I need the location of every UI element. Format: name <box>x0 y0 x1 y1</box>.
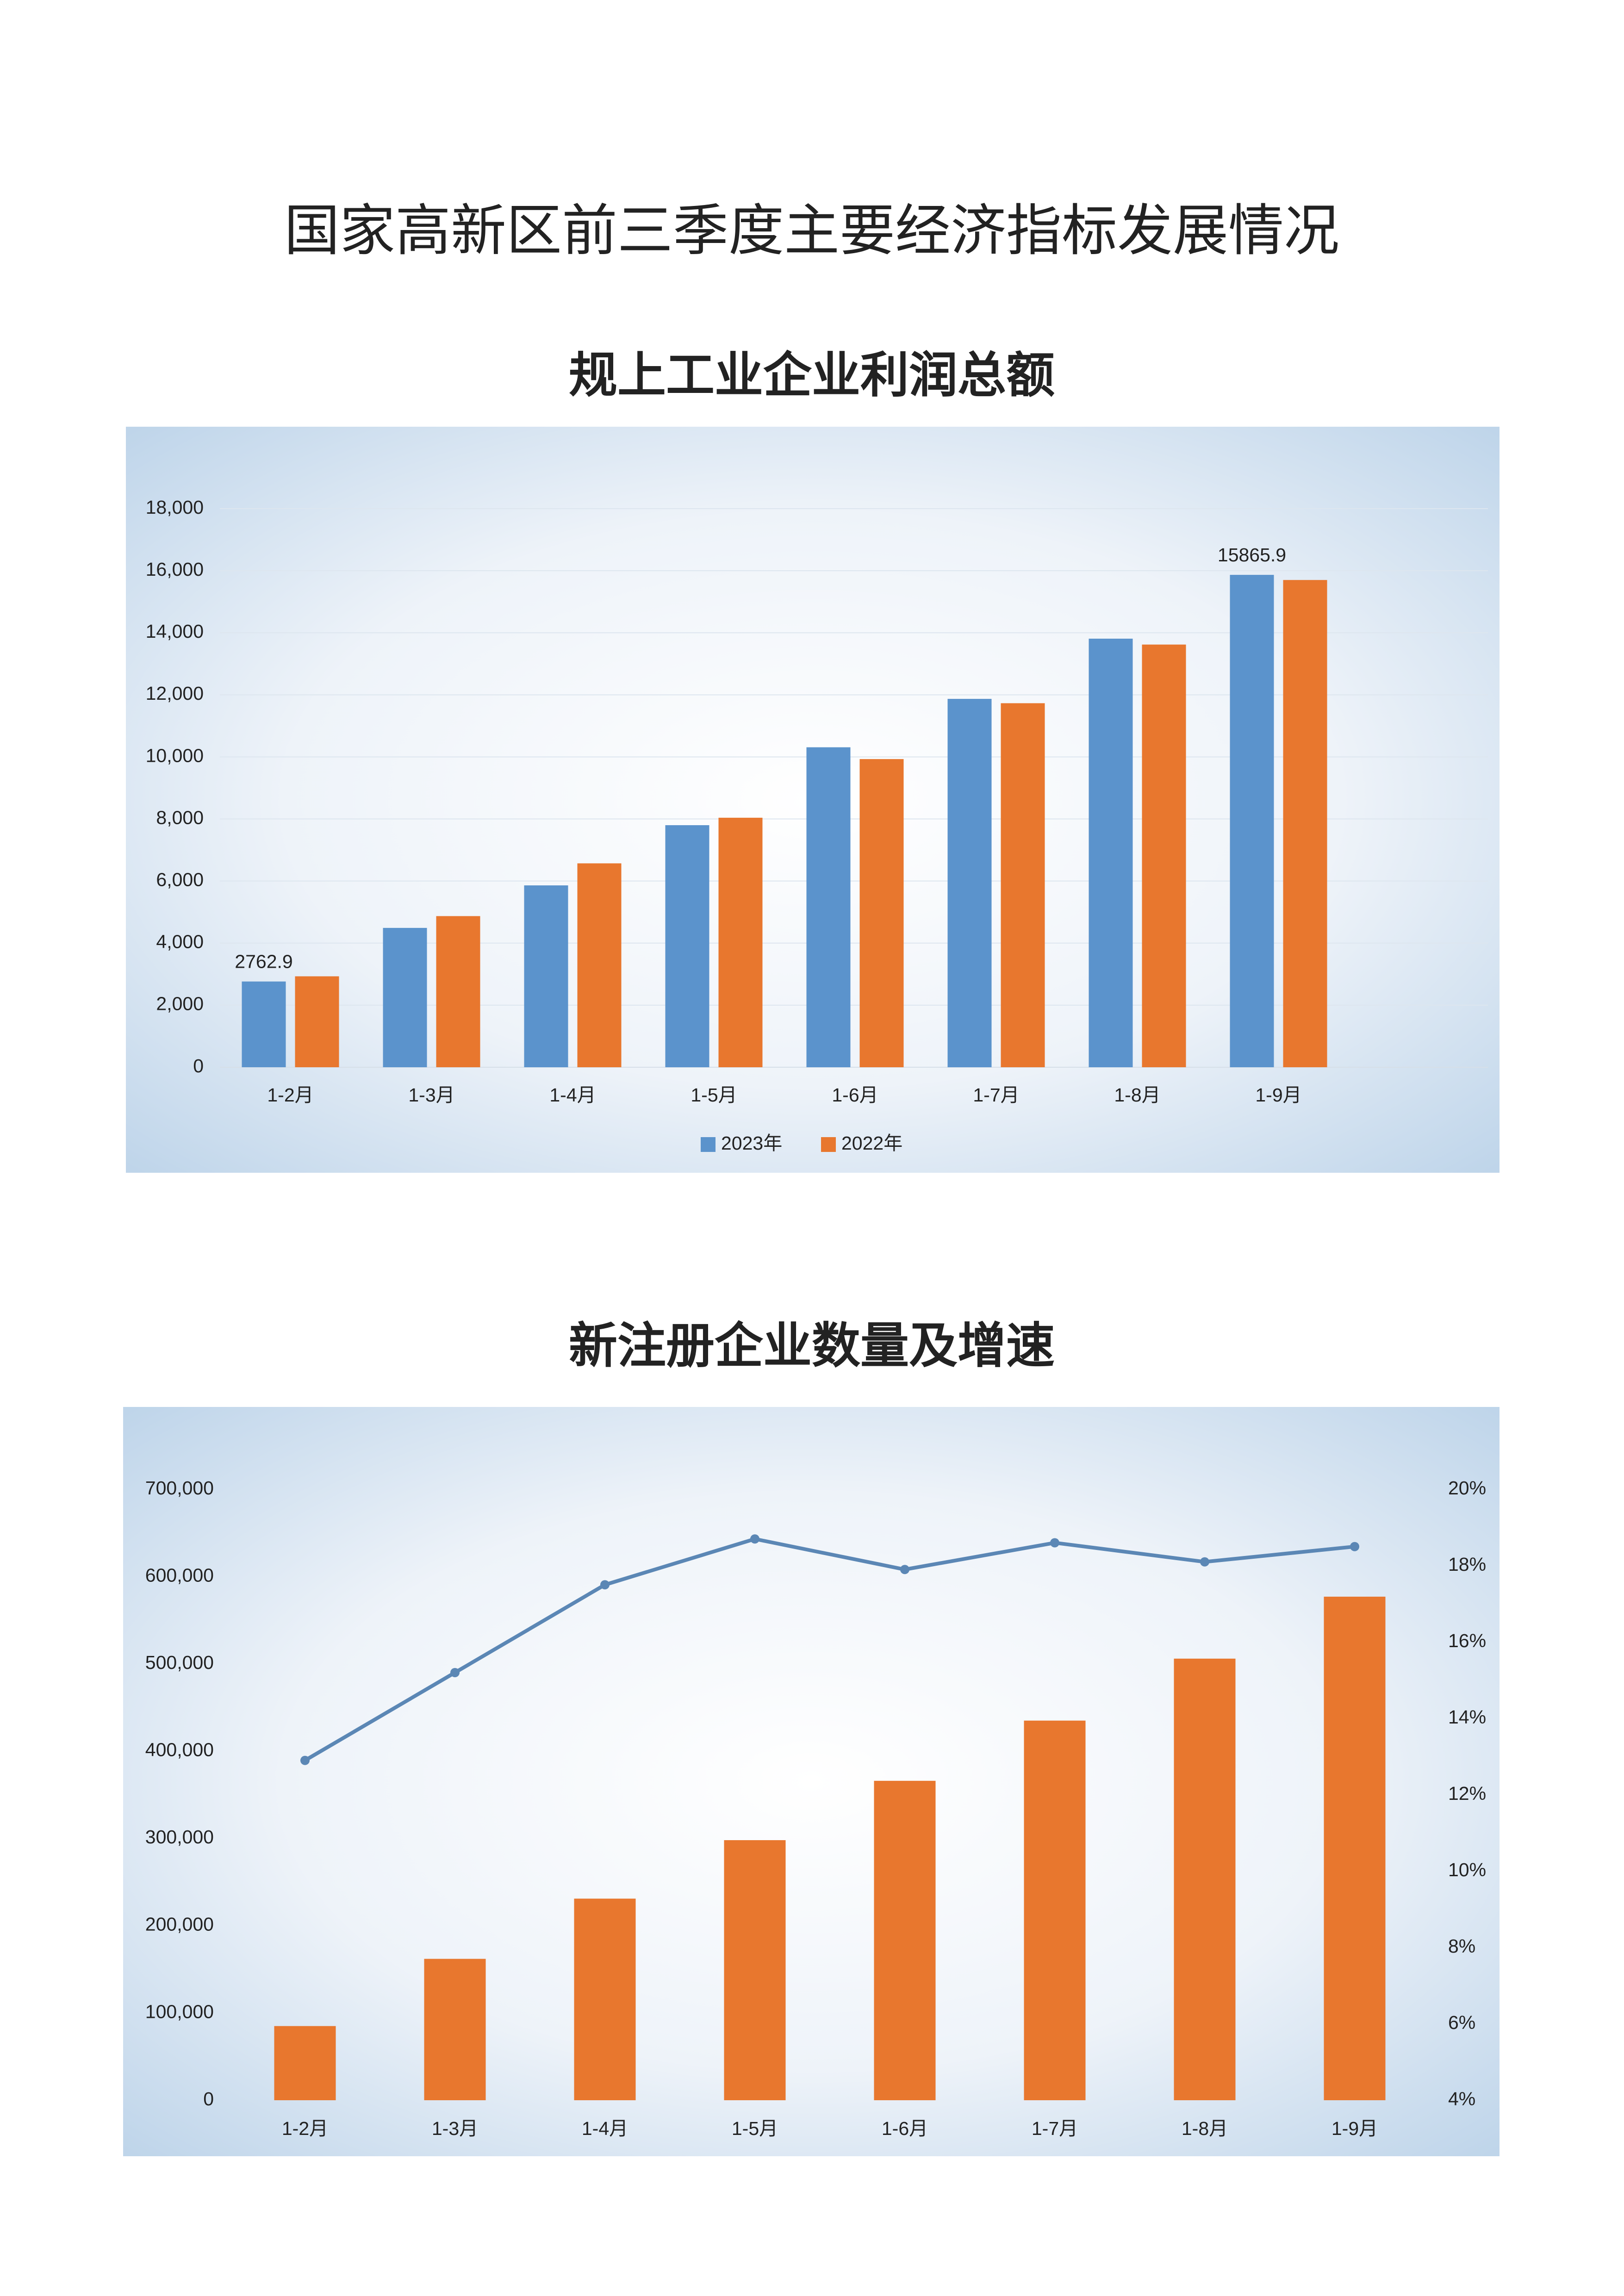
x-tick-label: 1-2月 <box>282 2118 328 2139</box>
bar <box>1174 1658 1236 2100</box>
bar <box>947 699 992 1067</box>
x-tick-label: 1-5月 <box>732 2118 778 2139</box>
bar <box>436 916 480 1067</box>
x-tick-label: 1-4月 <box>582 2118 628 2139</box>
x-tick-label: 1-9月 <box>1255 1084 1301 1106</box>
y-tick-label: 4,000 <box>156 931 204 952</box>
bar <box>574 1898 636 2100</box>
y-tick-label: 10,000 <box>146 745 204 766</box>
bar <box>383 927 427 1067</box>
x-tick-label: 1-3月 <box>408 1084 454 1106</box>
data-label: 2762.9 <box>235 951 292 972</box>
y2-tick-label: 8% <box>1448 1935 1475 1957</box>
y-tick-label: 100,000 <box>145 2001 214 2022</box>
bar <box>1024 1720 1086 2100</box>
line-marker <box>750 1534 759 1544</box>
y2-tick-label: 10% <box>1448 1859 1486 1880</box>
x-tick-label: 1-8月 <box>1182 2118 1228 2139</box>
bar <box>874 1780 936 2100</box>
bar <box>1283 580 1327 1067</box>
bar <box>295 976 339 1067</box>
bar <box>859 759 904 1067</box>
bar <box>1089 638 1133 1067</box>
y-tick-label: 16,000 <box>146 559 204 580</box>
line-marker <box>1350 1542 1359 1551</box>
bar <box>806 747 851 1067</box>
y-tick-label: 18,000 <box>146 497 204 518</box>
y2-tick-label: 16% <box>1448 1630 1486 1651</box>
y-tick-label: 600,000 <box>145 1564 214 1586</box>
y-tick-label: 200,000 <box>145 1914 214 1935</box>
chart-title: 新注册企业数量及增速 <box>569 1319 1055 1373</box>
y-tick-label: 6,000 <box>156 869 204 890</box>
line-marker <box>900 1565 909 1574</box>
y2-tick-label: 18% <box>1448 1554 1486 1575</box>
y-tick-label: 2,000 <box>156 993 204 1014</box>
y2-tick-label: 4% <box>1448 2088 1475 2109</box>
x-tick-label: 1-7月 <box>1032 2118 1078 2139</box>
x-tick-label: 1-5月 <box>691 1084 737 1106</box>
x-tick-label: 1-6月 <box>882 2118 928 2139</box>
x-tick-label: 1-2月 <box>267 1084 313 1106</box>
x-tick-label: 1-6月 <box>832 1084 878 1106</box>
bar <box>718 817 763 1067</box>
y-tick-label: 700,000 <box>145 1477 214 1499</box>
y-tick-label: 0 <box>203 2088 214 2109</box>
bar <box>577 863 622 1067</box>
y-tick-label: 14,000 <box>146 621 204 642</box>
x-tick-label: 1-7月 <box>973 1084 1019 1106</box>
y2-tick-label: 12% <box>1448 1783 1486 1804</box>
bar <box>724 1840 786 2100</box>
bar <box>1142 644 1186 1067</box>
x-tick-label: 1-4月 <box>549 1084 596 1106</box>
x-tick-label: 1-9月 <box>1332 2118 1378 2139</box>
y-tick-label: 500,000 <box>145 1652 214 1673</box>
line-marker <box>300 1755 310 1765</box>
y-tick-label: 0 <box>193 1055 204 1076</box>
data-label: 15865.9 <box>1218 544 1286 566</box>
y2-tick-label: 6% <box>1448 2012 1475 2033</box>
bar <box>524 885 568 1067</box>
bar <box>1324 1596 1386 2100</box>
y-tick-label: 12,000 <box>146 683 204 704</box>
bar <box>242 981 286 1067</box>
legend-label: 2023年 <box>721 1132 782 1154</box>
line <box>304 1537 1355 1762</box>
x-tick-label: 1-3月 <box>432 2118 478 2139</box>
bar <box>1001 703 1045 1067</box>
line-marker <box>600 1580 610 1590</box>
bar <box>274 2026 336 2100</box>
y2-tick-label: 14% <box>1448 1706 1486 1728</box>
chart-panel <box>123 1407 1500 2156</box>
y2-tick-label: 20% <box>1448 1477 1486 1499</box>
line-marker <box>1050 1538 1059 1548</box>
page-title: 国家高新区前三季度主要经济指标发展情况 <box>284 199 1339 263</box>
y-tick-label: 300,000 <box>145 1826 214 1848</box>
x-tick-label: 1-8月 <box>1114 1084 1160 1106</box>
legend-label: 2022年 <box>841 1132 902 1154</box>
legend-swatch <box>821 1137 836 1152</box>
line-marker <box>1200 1557 1209 1567</box>
legend-swatch <box>701 1137 716 1152</box>
y-tick-label: 8,000 <box>156 807 204 828</box>
bar <box>665 825 709 1067</box>
bar <box>1230 575 1274 1067</box>
chart-title: 规上工业企业利润总额 <box>569 348 1055 403</box>
y-tick-label: 400,000 <box>145 1739 214 1761</box>
line-marker <box>450 1668 460 1677</box>
bar <box>424 1959 486 2100</box>
